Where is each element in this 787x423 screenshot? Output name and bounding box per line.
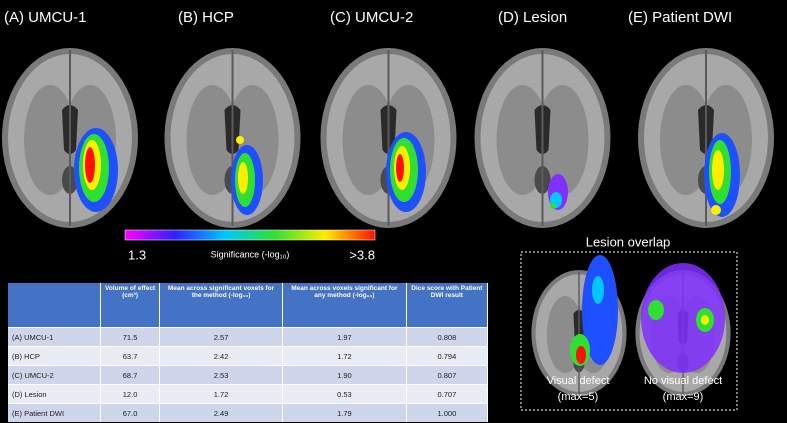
header-cell	[8, 283, 101, 328]
table-cell: 67.0	[100, 403, 161, 422]
header-cell: Dice score with Patient DWI result	[406, 283, 489, 328]
brain-panels	[1, 46, 776, 230]
activation-e	[704, 133, 740, 217]
overlap-label: Visual defect	[547, 375, 610, 387]
table-cell: 12.0	[100, 384, 161, 404]
panel-label: (C) UMCU-2	[330, 9, 413, 26]
activation-a	[74, 128, 118, 212]
colorbar-max: >3.8	[349, 247, 375, 262]
table-row: (A) UMCU-1 71.5 2.57 1.97 0.808	[8, 327, 489, 347]
panel-label: (B) HCP	[178, 9, 234, 26]
activation-c	[386, 132, 426, 212]
table-row: (D) Lesion 12.0 1.72 0.53 0.707	[8, 384, 489, 404]
table-cell: (D) Lesion	[8, 384, 101, 404]
overlap-left	[570, 255, 618, 366]
table-cell: 1.72	[159, 384, 283, 404]
table-cell: 0.707	[406, 384, 489, 404]
activation-d	[548, 174, 568, 210]
table-cell: 1.90	[282, 365, 407, 385]
colorbar-title: Significance (-log₁₀)	[211, 249, 290, 259]
brain-c	[319, 46, 458, 230]
panel-label: (D) Lesion	[498, 9, 567, 26]
activation-b	[231, 136, 263, 215]
table-cell: 68.7	[100, 365, 161, 385]
header-row: Volume of effect (cm³) Mean across signif…	[8, 283, 489, 328]
table-cell: 71.5	[100, 327, 161, 347]
overlap-max: (max=9)	[663, 391, 704, 403]
table-row: (B) HCP 63.7 2.42 1.72 0.794	[8, 346, 489, 366]
panel-label: (A) UMCU-1	[4, 9, 87, 26]
panel-label: (E) Patient DWI	[628, 9, 732, 26]
brain-b	[163, 46, 302, 230]
overlap-box	[520, 251, 738, 411]
table-cell: 1.97	[282, 327, 407, 347]
header-cell: Volume of effect (cm³)	[100, 283, 161, 328]
table-cell: 2.53	[159, 365, 283, 385]
table-cell: 0.808	[406, 327, 489, 347]
header-cell: Mean across significant voxels for the m…	[159, 283, 283, 328]
colorbar-min: 1.3	[128, 247, 146, 262]
table-cell: 1.000	[406, 403, 489, 422]
table-cell: 1.72	[282, 346, 407, 366]
table-cell: (B) HCP	[8, 346, 101, 366]
overlap-title: Lesion overlap	[586, 234, 671, 249]
colorbar	[124, 229, 376, 241]
results-table: Volume of effect (cm³) Mean across signif…	[8, 283, 489, 422]
header-cell: Mean across voxels significant for any m…	[282, 283, 407, 328]
table-row: (C) UMCU-2 68.7 2.53 1.90 0.807	[8, 365, 489, 385]
brain-e	[636, 46, 776, 230]
table-cell: 0.53	[282, 384, 407, 404]
table-row: (E) Patient DWI 67.0 2.49 1.79 1.000	[8, 403, 489, 422]
table-cell: 2.42	[159, 346, 283, 366]
table-cell: 0.807	[406, 365, 489, 385]
table-cell: 63.7	[100, 346, 161, 366]
table-cell: (A) UMCU-1	[8, 327, 101, 347]
overlap-label: No visual defect	[644, 375, 722, 387]
table-cell: (E) Patient DWI	[8, 403, 101, 422]
overlap-max: (max=5)	[558, 391, 599, 403]
overlap-right	[641, 263, 725, 373]
brain-d	[473, 46, 612, 230]
table-cell: 1.79	[282, 403, 407, 422]
table-cell: 0.794	[406, 346, 489, 366]
brain-a	[1, 47, 139, 229]
table-cell: 2.57	[159, 327, 283, 347]
table-cell: (C) UMCU-2	[8, 365, 101, 385]
table-cell: 2.49	[159, 403, 283, 422]
